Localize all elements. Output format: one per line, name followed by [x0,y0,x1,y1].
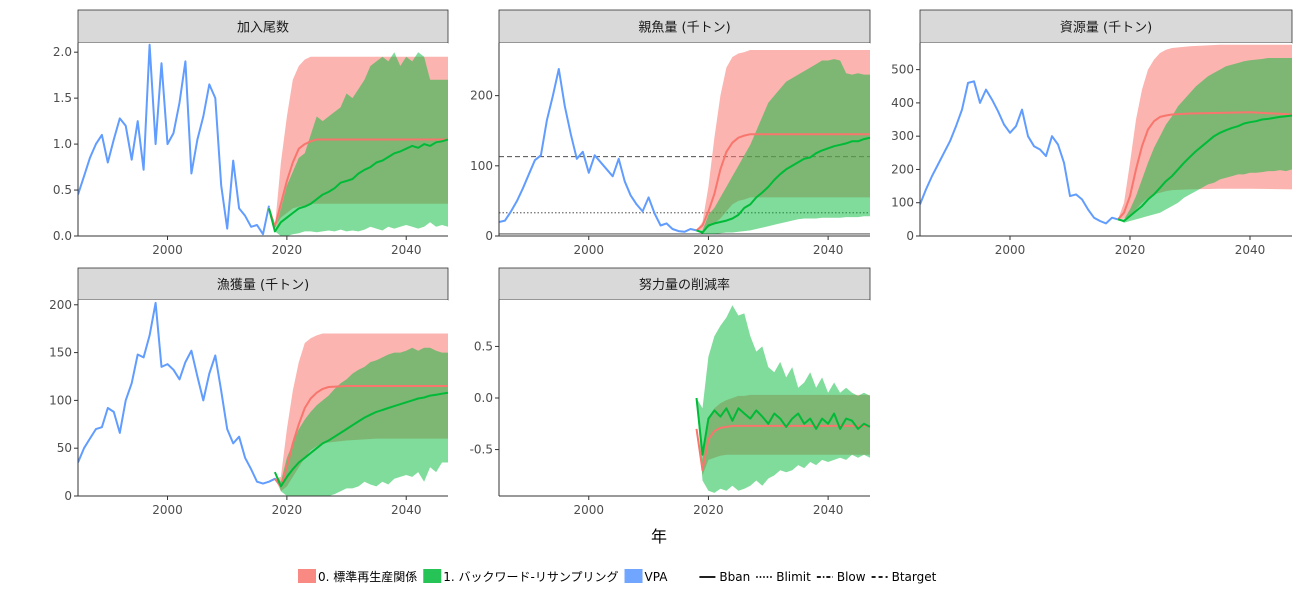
standard-median-line [1117,111,1292,221]
y-tick-label: 400 [891,96,914,110]
y-tick-label: 50 [57,441,72,455]
legend-ref-label-blimit: Blimit [776,570,811,584]
panel-1: 加入尾数 0.0 0.5 1.0 1.5 2.0 2000 2020 2040 [53,9,449,257]
backward-band [274,347,448,496]
panel-title: 親魚量 (千トン) [638,21,730,36]
y-tick-label: 0.0 [53,229,72,243]
panel-strip [77,9,449,44]
y-tick-label: 100 [49,393,72,407]
y-tick-label: 1.5 [53,91,72,105]
x-tick-label: 2020 [272,243,303,257]
y-tick-label: 500 [891,63,914,77]
standard-median-line [695,424,870,472]
plot-content [920,44,1292,225]
x-tick-label: 2000 [152,243,183,257]
x-tick-label: 2040 [391,243,422,257]
x-tick-label: 2040 [1235,243,1266,257]
panel-title: 努力量の削減率 [639,277,730,293]
panel-strip [498,267,871,301]
legend-swatch-1 [298,569,316,583]
x-axis-title: 年 [651,527,667,546]
backward-median-line [273,391,448,488]
x-tick-label: 2020 [1115,243,1146,257]
legend-label-1: 0. 標準再生産関係 [318,569,417,584]
x-tick-label: 2020 [693,503,724,517]
backward-band [696,59,870,234]
y-tick-label: 0.0 [474,391,493,405]
y-tick-label: 300 [891,129,914,143]
vpa-line [920,80,1119,225]
panel-3: 資源量 (千トン) 0 100 200 300 400 500 2000 2020 2040 [891,9,1293,257]
y-tick-label: 1.0 [53,137,72,151]
y-tick-label: 200 [470,89,493,103]
vpa-line [78,43,270,236]
plot-content [695,305,870,493]
legend-label-2: 1. バックワード-リサンプリング [443,570,618,584]
backward-median-line [696,136,870,234]
backward-median-line [695,397,870,456]
y-tick-label: 0.5 [53,183,72,197]
y-tick-label: 200 [49,298,72,312]
x-tick-label: 2000 [573,503,604,517]
x-tick-label: 2020 [272,503,303,517]
standard-median-line [268,138,448,228]
standard-median-line [695,133,870,232]
y-tick-label: 0 [64,489,72,503]
x-tick-label: 2020 [693,243,724,257]
backward-band [1118,58,1292,223]
legend-ref-label-bban: Bban [719,570,750,584]
panel-strip [77,267,449,301]
y-tick-label: 2.0 [53,45,72,59]
x-tick-label: 2000 [573,243,604,257]
legend-ref-label-blow: Blow [837,570,866,584]
legend-swatch-2 [423,569,442,583]
vpa-line [78,301,282,488]
y-tick-label: 150 [49,346,72,360]
x-tick-label: 2000 [152,503,183,517]
y-tick-label: 100 [891,196,914,210]
y-tick-label: 0.5 [474,339,493,353]
panel-title: 資源量 (千トン) [1060,21,1152,36]
backward-median-line [268,138,448,233]
y-tick-label: 0 [906,229,914,243]
backward-band [269,52,448,236]
panel-4: 漁獲量 (千トン) 0 50 100 150 200 2000 2020 2040 [49,267,449,517]
panel-5: 努力量の削減率 -0.5 0.0 0.5 2000 2020 2040 [470,267,871,517]
y-tick-label: 0 [485,229,493,243]
standard-median-line [274,385,448,488]
panel-title: 加入尾数 [237,21,289,36]
legend-swatch-3 [624,569,643,583]
plot-content [78,43,448,236]
backward-band [696,305,870,493]
y-tick-label: 200 [891,162,914,176]
panel-title: 漁獲量 (千トン) [217,278,309,293]
vpa-line [499,68,697,233]
x-tick-label: 2000 [995,243,1026,257]
x-tick-label: 2040 [813,503,844,517]
panel-strip [498,9,871,44]
x-tick-label: 2040 [391,503,422,517]
legend: 0. 標準再生産関係 1. バックワード-リサンプリング VPA Bban Blimit… [298,569,937,584]
x-tick-label: 2040 [813,243,844,257]
backward-median-line [1117,114,1292,222]
legend-ref-label-btarget: Btarget [892,570,937,584]
plot-content [78,301,448,496]
y-tick-label: 100 [470,159,493,173]
y-tick-label: -0.5 [470,443,493,457]
plot-content [499,50,870,235]
panel-strip [919,9,1293,44]
legend-label-3: VPA [645,570,669,584]
panel-2: 親魚量 (千トン) 0 100 200 2000 2020 2040 [470,9,871,257]
